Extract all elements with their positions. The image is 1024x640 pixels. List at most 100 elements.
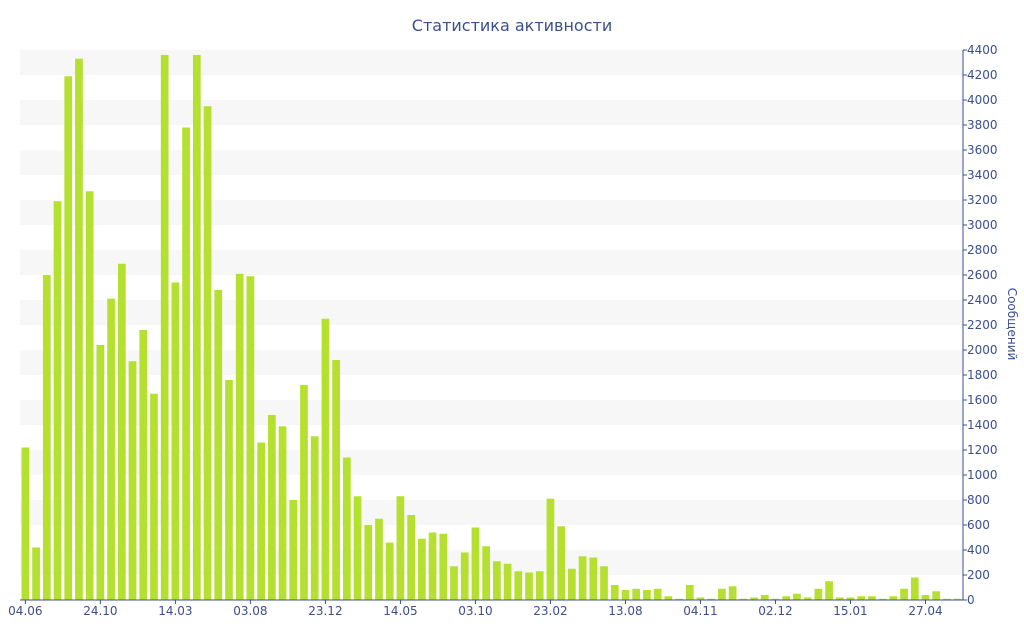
- bar: [192, 55, 201, 600]
- bar: [182, 127, 190, 600]
- x-tick-label: 15.01: [833, 604, 867, 618]
- bar: [857, 596, 866, 600]
- bar: [310, 436, 319, 600]
- x-tick-label: 27.04: [908, 604, 942, 618]
- y-tick-label: 1800: [967, 368, 998, 382]
- bar: [417, 538, 426, 600]
- bar: [321, 318, 330, 600]
- bar: [353, 496, 362, 600]
- bar: [835, 597, 844, 600]
- bar: [814, 588, 823, 600]
- bar: [803, 597, 812, 600]
- bar: [214, 290, 223, 600]
- y-tick-label: 3600: [967, 143, 998, 157]
- bar: [460, 552, 469, 600]
- bar: [793, 593, 801, 600]
- bar: [278, 426, 287, 600]
- bar: [128, 361, 137, 600]
- grid-band: [20, 250, 963, 275]
- bar: [632, 588, 641, 600]
- bar: [568, 568, 576, 600]
- x-tick-label: 04.06: [8, 604, 42, 618]
- bar: [375, 518, 383, 600]
- grid-band: [20, 150, 963, 175]
- bar: [589, 557, 598, 600]
- bar: [707, 598, 716, 600]
- x-tick-label: 23.02: [533, 604, 567, 618]
- x-tick-label: 04.11: [683, 604, 717, 618]
- bar: [396, 496, 405, 600]
- bar: [535, 571, 544, 600]
- bar: [718, 588, 726, 600]
- x-tick-label: 03.08: [233, 604, 267, 618]
- y-tick-label: 600: [967, 518, 990, 532]
- bar: [771, 598, 780, 600]
- bar: [600, 566, 608, 600]
- bar: [160, 55, 169, 600]
- bar: [514, 571, 523, 600]
- bar: [257, 442, 265, 600]
- x-tick-label: 02.12: [758, 604, 792, 618]
- y-tick-label: 3000: [967, 218, 998, 232]
- bar: [407, 515, 415, 600]
- bar: [750, 597, 758, 600]
- bar: [289, 500, 298, 600]
- bar: [557, 526, 566, 600]
- bar: [450, 566, 458, 600]
- x-tick-label: 14.03: [158, 604, 192, 618]
- bar: [578, 556, 587, 600]
- bar: [203, 106, 212, 600]
- bar: [75, 58, 83, 600]
- y-tick-label: 800: [967, 493, 990, 507]
- y-tick-label: 1400: [967, 418, 998, 432]
- bar: [96, 345, 105, 600]
- y-tick-label: 4000: [967, 93, 998, 107]
- bar: [739, 598, 748, 600]
- bar: [878, 598, 887, 600]
- bar: [675, 598, 683, 600]
- bar: [621, 590, 630, 600]
- bar: [150, 393, 158, 600]
- bar: [953, 598, 962, 600]
- bar: [782, 596, 791, 600]
- y-tick-label: 2800: [967, 243, 998, 257]
- bar: [696, 597, 705, 600]
- bar: [900, 588, 908, 600]
- bar: [503, 563, 512, 600]
- bar: [342, 457, 351, 600]
- bar: [139, 330, 148, 600]
- bar: [868, 596, 876, 600]
- x-tick-label: 14.05: [383, 604, 417, 618]
- bar: [364, 525, 373, 600]
- y-tick-label: 3200: [967, 193, 998, 207]
- y-tick-label: 3800: [967, 118, 998, 132]
- bar: [653, 588, 662, 600]
- bar: [943, 598, 951, 600]
- bar: [107, 298, 115, 600]
- y-tick-label: 2200: [967, 318, 998, 332]
- bar: [225, 380, 233, 600]
- bar: [610, 585, 619, 600]
- bar: [171, 282, 180, 600]
- bar: [482, 546, 490, 600]
- y-tick-label: 2400: [967, 293, 998, 307]
- bar: [664, 596, 673, 600]
- bar: [825, 581, 833, 600]
- y-axis-label: Сообщений: [1005, 288, 1019, 361]
- bar: [439, 533, 448, 600]
- chart-title: Статистика активности: [412, 16, 612, 35]
- bar: [117, 263, 126, 600]
- bar: [921, 595, 930, 600]
- y-tick-label: 1000: [967, 468, 998, 482]
- y-tick-label: 1200: [967, 443, 998, 457]
- bar: [267, 415, 276, 600]
- bar: [428, 532, 437, 600]
- bar: [53, 201, 62, 600]
- bar: [32, 547, 40, 600]
- bar: [21, 447, 30, 600]
- x-tick-label: 24.10: [83, 604, 117, 618]
- bar: [760, 595, 769, 600]
- bar: [889, 596, 898, 600]
- bar: [385, 542, 394, 600]
